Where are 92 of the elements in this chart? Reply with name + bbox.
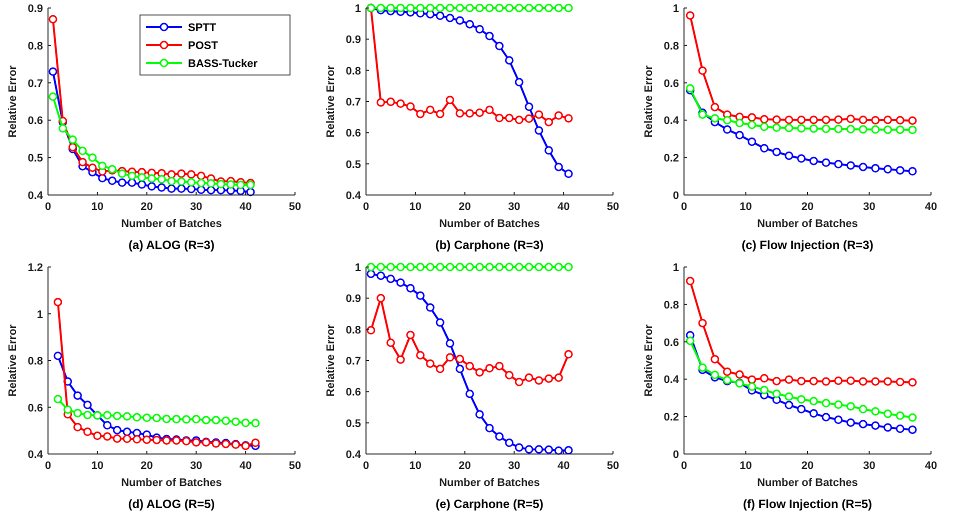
y-axis-title: Relative Error — [325, 64, 337, 138]
y-tick-label: 0.8 — [28, 40, 43, 52]
x-tick-label: 0 — [362, 460, 370, 472]
x-tick-label: 10 — [740, 460, 752, 472]
y-axis-title: Relative Error — [7, 324, 19, 397]
x-tick-label: 40 — [557, 201, 570, 213]
y-tick-label: 0.4 — [664, 374, 680, 386]
x-tick-label: 30 — [508, 201, 520, 213]
y-axis-title: Relative Error — [643, 324, 655, 397]
y-tick-label: 0.9 — [28, 3, 43, 15]
y-axis-title: Relative Error — [7, 64, 19, 138]
text: (c) Flow Injection (R=3) — [742, 238, 874, 252]
x-tick-label: 30 — [863, 201, 876, 213]
text: (d) ALOG (R=5) — [128, 497, 215, 511]
y-tick-label: 0.6 — [664, 336, 679, 349]
y-tick-label: 0.4 — [664, 115, 680, 128]
x-tick-label: 0 — [680, 460, 688, 472]
x-tick-label: 10 — [91, 201, 104, 213]
y-tick-label: 1 — [36, 308, 43, 321]
x-axis-title: Number of Batches — [121, 218, 222, 230]
y-tick-label: 1 — [354, 262, 361, 274]
y-tick-label: 0.7 — [346, 356, 361, 368]
y-tick-label: 0.8 — [664, 40, 679, 52]
x-tick-label: 20 — [458, 460, 471, 472]
y-tick-label: 0.6 — [346, 386, 361, 399]
x-tick-label: 10 — [409, 460, 422, 472]
x-axis-title: Number of Batches — [757, 477, 858, 489]
x-tick-label: 30 — [508, 460, 520, 472]
x-tick-label: 50 — [288, 460, 302, 472]
y-tick-label: 0 — [672, 449, 679, 461]
x-tick-label: 0 — [362, 201, 370, 213]
x-axis-title: Number of Batches — [121, 477, 222, 489]
x-axis-title: Number of Batches — [439, 477, 540, 489]
x-tick-label: 40 — [924, 460, 938, 472]
x-tick-label: 50 — [606, 201, 620, 213]
y-tick-label: 0.6 — [346, 128, 361, 140]
legend-label: BASS-Tucker — [188, 58, 258, 70]
x-tick-label: 40 — [924, 201, 938, 213]
x-axis-title: Number of Batches — [439, 218, 540, 230]
y-tick-label: 0.7 — [28, 78, 43, 90]
y-tick-label: 0.4 — [346, 190, 362, 202]
y-tick-label: 0.9 — [346, 34, 361, 46]
x-axis-title: Number of Batches — [757, 218, 858, 230]
y-tick-label: 0.5 — [346, 418, 361, 430]
legend-label: POST — [188, 40, 218, 52]
y-tick-label: 0.6 — [28, 402, 43, 414]
y-tick-label: 0.4 — [28, 449, 44, 461]
x-tick-label: 50 — [606, 460, 620, 472]
y-tick-label: 0.8 — [346, 324, 361, 336]
x-tick-label: 40 — [557, 460, 570, 472]
legend-label: SPTT — [188, 22, 216, 34]
y-axis-title: Relative Error — [325, 324, 337, 397]
y-tick-label: 1 — [354, 3, 361, 15]
y-tick-label: 0.8 — [28, 356, 43, 368]
x-tick-label: 20 — [458, 201, 471, 213]
x-tick-label: 0 — [44, 201, 52, 213]
x-tick-label: 20 — [140, 460, 153, 472]
x-tick-label: 40 — [239, 460, 252, 472]
y-tick-label: 1.2 — [28, 262, 43, 274]
x-tick-label: 50 — [288, 201, 302, 213]
y-axis-title: Relative Error — [643, 64, 655, 138]
y-tick-label: 0.9 — [346, 293, 361, 306]
y-tick-label: 1 — [672, 3, 679, 15]
x-tick-label: 20 — [140, 201, 153, 213]
y-tick-label: 0.2 — [664, 412, 679, 424]
y-tick-label: 0.6 — [28, 115, 43, 128]
text: (f) Flow Injection (R=5) — [743, 497, 872, 511]
y-tick-label: 0.7 — [346, 96, 361, 108]
y-tick-label: 0.2 — [664, 152, 679, 165]
y-tick-label: 0.5 — [346, 158, 361, 171]
text: (b) Carphone (R=3) — [435, 238, 544, 252]
x-tick-label: 30 — [863, 460, 876, 472]
y-tick-label: 0.4 — [28, 190, 44, 202]
y-tick-label: 0.5 — [28, 152, 43, 165]
x-tick-label: 20 — [801, 201, 814, 213]
x-tick-label: 30 — [190, 460, 202, 472]
x-tick-label: 20 — [801, 460, 814, 472]
x-tick-label: 10 — [91, 460, 104, 472]
y-tick-label: 0 — [672, 190, 679, 202]
x-tick-label: 30 — [190, 201, 202, 213]
x-tick-label: 40 — [239, 201, 252, 213]
x-tick-label: 0 — [44, 460, 52, 472]
text: (e) Carphone (R=5) — [436, 497, 544, 511]
y-tick-label: 0.8 — [664, 299, 679, 312]
x-tick-label: 10 — [740, 201, 752, 213]
y-tick-label: 1 — [672, 262, 679, 274]
text: (a) ALOG (R=3) — [128, 238, 214, 252]
x-tick-label: 0 — [680, 201, 688, 213]
y-tick-label: 0.8 — [346, 65, 361, 78]
y-tick-label: 0.6 — [664, 78, 679, 90]
y-tick-label: 0.4 — [346, 449, 362, 461]
x-tick-label: 10 — [409, 201, 422, 213]
